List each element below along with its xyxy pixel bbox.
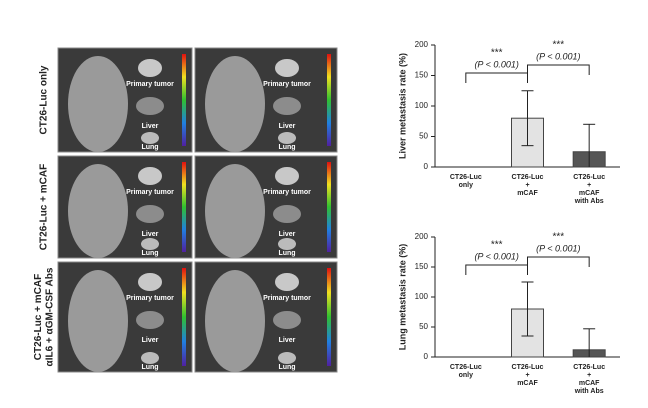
x-tick-label: CT26-Luc only <box>450 364 482 379</box>
mouse-silhouette <box>68 164 128 258</box>
y-tick-label: 100 <box>415 101 429 110</box>
p-value: (P < 0.001) <box>536 243 580 253</box>
x-tick-label: CT26-Luc + mCAF <box>512 364 544 387</box>
organ-liver <box>273 311 301 329</box>
row-label: CT26-Luc + mCAFαIL6 + αGM-CSF Abs <box>33 267 56 366</box>
x-tick-label: CT26-Luc only <box>450 174 482 189</box>
organ-label: Lung <box>278 144 295 151</box>
significance-stars: *** <box>491 240 503 251</box>
organ-tumor <box>275 59 299 77</box>
organ-label: Liver <box>279 231 296 238</box>
y-tick-label: 0 <box>424 352 429 361</box>
organ-lung <box>278 238 296 250</box>
colorbar <box>182 268 186 366</box>
mouse-silhouette <box>68 56 128 152</box>
organ-liver <box>136 311 164 329</box>
y-axis-label: Lung metastasis rate (%) <box>397 244 407 351</box>
organ-lung <box>141 132 159 144</box>
organ-label: Primary tumor <box>263 295 311 302</box>
organ-lung <box>141 352 159 364</box>
organ-liver <box>136 205 164 223</box>
organ-label: Primary tumor <box>263 81 311 88</box>
organ-label: Lung <box>141 144 158 151</box>
colorbar <box>182 162 186 252</box>
significance-bracket <box>465 264 528 275</box>
y-tick-label: 50 <box>419 322 428 331</box>
y-tick-label: 150 <box>415 262 429 271</box>
significance-bracket <box>527 256 590 267</box>
organ-label: Primary tumor <box>126 81 174 88</box>
organ-label: Liver <box>279 123 296 130</box>
organ-label: Liver <box>142 231 159 238</box>
organ-tumor <box>275 167 299 185</box>
x-tick-label: CT26-Luc + mCAF with Abs <box>573 364 605 395</box>
mouse-silhouette <box>205 270 265 372</box>
organ-label: Primary tumor <box>126 295 174 302</box>
organ-label: Lung <box>278 250 295 257</box>
organ-label: Primary tumor <box>126 189 174 196</box>
colorbar <box>327 268 331 366</box>
organ-liver <box>136 97 164 115</box>
colorbar <box>327 162 331 252</box>
organ-label: Liver <box>279 337 296 344</box>
significance-bracket <box>527 64 590 75</box>
x-tick-label: CT26-Luc + mCAF <box>512 174 544 197</box>
y-tick-label: 200 <box>415 40 429 49</box>
row-label: CT26-Luc + mCAF <box>39 164 50 250</box>
y-tick-label: 0 <box>424 162 429 171</box>
organ-tumor <box>138 59 162 77</box>
mouse-silhouette <box>68 270 128 372</box>
organ-label: Lung <box>141 250 158 257</box>
colorbar <box>182 54 186 146</box>
p-value: (P < 0.001) <box>474 251 518 261</box>
y-tick-label: 50 <box>419 132 428 141</box>
organ-label: Lung <box>278 364 295 371</box>
significance-bracket <box>465 72 528 83</box>
mouse-silhouette <box>205 56 265 152</box>
y-tick-label: 150 <box>415 71 429 80</box>
organ-lung <box>278 132 296 144</box>
organ-tumor <box>275 273 299 291</box>
significance-stars: *** <box>491 48 503 59</box>
organ-liver <box>273 205 301 223</box>
row-label: CT26-Luc only <box>39 65 50 134</box>
mouse-silhouette <box>205 164 265 258</box>
organ-label: Lung <box>141 364 158 371</box>
organ-lung <box>278 352 296 364</box>
organ-tumor <box>138 167 162 185</box>
colorbar <box>327 54 331 146</box>
p-value: (P < 0.001) <box>474 59 518 69</box>
p-value: (P < 0.001) <box>536 51 580 61</box>
y-tick-label: 100 <box>415 292 429 301</box>
organ-label: Primary tumor <box>263 189 311 196</box>
y-axis-label: Liver metastasis rate (%) <box>397 53 407 159</box>
significance-stars: *** <box>552 232 564 243</box>
organ-tumor <box>138 273 162 291</box>
organ-label: Liver <box>142 123 159 130</box>
significance-stars: *** <box>552 40 564 51</box>
organ-liver <box>273 97 301 115</box>
y-tick-label: 200 <box>415 232 429 241</box>
organ-label: Liver <box>142 337 159 344</box>
x-tick-label: CT26-Luc + mCAF with Abs <box>573 174 605 205</box>
organ-lung <box>141 238 159 250</box>
